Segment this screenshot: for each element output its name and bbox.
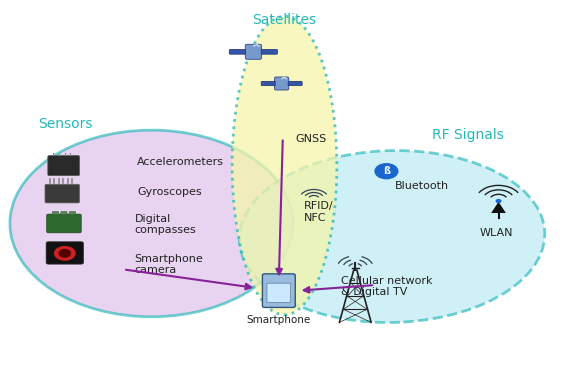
FancyBboxPatch shape	[261, 81, 275, 86]
FancyBboxPatch shape	[288, 81, 302, 86]
Text: Smartphone: Smartphone	[247, 315, 311, 325]
FancyBboxPatch shape	[262, 274, 295, 308]
Text: RF Signals: RF Signals	[432, 128, 504, 142]
Polygon shape	[491, 202, 506, 213]
Text: Gyroscopes: Gyroscopes	[137, 187, 202, 197]
Ellipse shape	[10, 130, 293, 317]
FancyBboxPatch shape	[48, 156, 80, 176]
Text: Cellular network
& Digital TV: Cellular network & Digital TV	[341, 276, 432, 297]
Text: GNSS: GNSS	[296, 135, 327, 144]
FancyBboxPatch shape	[267, 283, 291, 302]
FancyBboxPatch shape	[52, 212, 59, 215]
Circle shape	[375, 164, 398, 179]
FancyBboxPatch shape	[46, 242, 84, 264]
Ellipse shape	[232, 16, 337, 315]
Text: Satellites: Satellites	[253, 12, 316, 27]
FancyBboxPatch shape	[69, 212, 76, 215]
Text: RFID/
NFC: RFID/ NFC	[304, 202, 334, 223]
FancyBboxPatch shape	[61, 212, 67, 215]
Text: Accelerometers: Accelerometers	[137, 157, 224, 167]
Circle shape	[59, 250, 71, 257]
Ellipse shape	[240, 150, 545, 323]
Text: Smartphone
camera: Smartphone camera	[134, 254, 203, 275]
FancyBboxPatch shape	[275, 77, 288, 90]
Circle shape	[55, 247, 75, 260]
Text: ß: ß	[383, 166, 390, 176]
FancyBboxPatch shape	[261, 49, 278, 54]
FancyBboxPatch shape	[245, 44, 261, 59]
Circle shape	[496, 200, 501, 203]
FancyBboxPatch shape	[47, 214, 81, 233]
Text: WLAN: WLAN	[480, 228, 514, 238]
FancyBboxPatch shape	[45, 184, 80, 203]
Text: Digital
compasses: Digital compasses	[134, 214, 196, 235]
FancyBboxPatch shape	[229, 49, 246, 54]
Text: Bluetooth: Bluetooth	[395, 181, 449, 191]
Text: Sensors: Sensors	[38, 117, 93, 131]
